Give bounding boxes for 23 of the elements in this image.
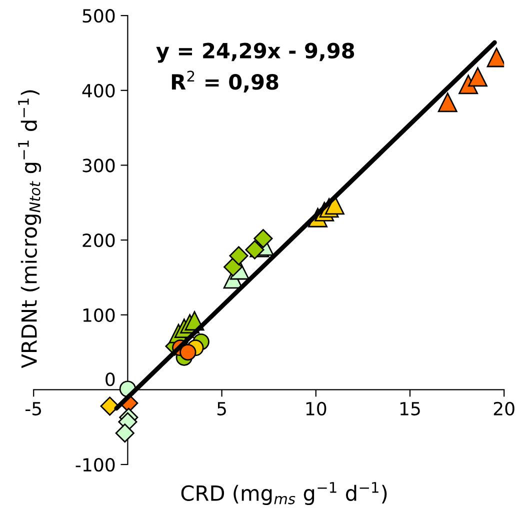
point: [438, 92, 458, 112]
point: [468, 67, 488, 87]
x-tick-label: 15: [400, 402, 420, 416]
y-tick-label: 500: [82, 9, 115, 23]
point: [180, 344, 196, 361]
y-tick-label: 300: [82, 158, 115, 172]
point: [224, 257, 243, 277]
annotation: R$^{2}$ = 0,98: [172, 70, 278, 92]
y-tick-label: -100: [76, 458, 115, 472]
x-tick-label: 10: [306, 402, 326, 416]
y-tick-label: 100: [83, 308, 115, 322]
annotation: y = 24,29x - 9,98: [156, 42, 354, 63]
y-tick-label: 400: [82, 84, 115, 98]
x-tick-label: -5: [25, 402, 42, 416]
point: [115, 424, 134, 443]
x-axis-title: CRD (mg$_{ms}$ g$^{−1}$ d$^{−1}$): [181, 482, 387, 506]
y-tick-label: 0: [106, 372, 115, 386]
x-tick-label: 5: [217, 402, 226, 416]
point: [100, 396, 120, 416]
point: [229, 246, 248, 266]
y-tick-label: 200: [82, 233, 115, 248]
x-tick-label: 20: [494, 402, 514, 416]
y-axis-title: VRDNt (microg$_{Ntot}$ g$^{−1}$ d$^{−1}$): [18, 90, 42, 368]
